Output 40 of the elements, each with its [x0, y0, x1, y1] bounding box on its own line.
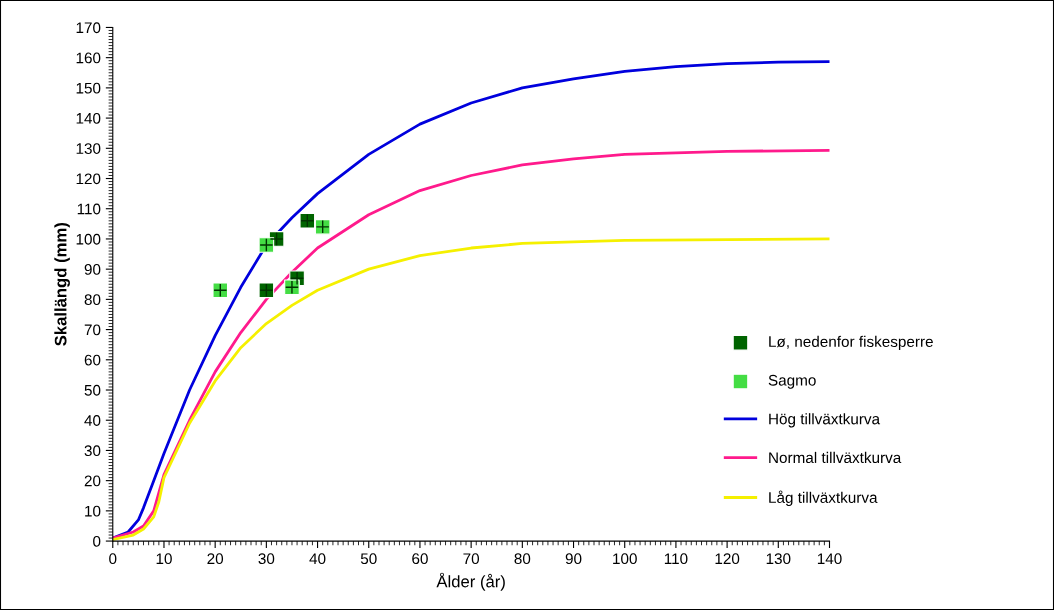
y-tick-label: 80: [84, 294, 101, 306]
y-axis-title: Skallängd (mm): [54, 223, 70, 346]
y-tick-label: 130: [76, 143, 101, 154]
x-tick-label: 140: [817, 553, 842, 565]
legend-label: Normal tillväxtkurva: [769, 451, 902, 464]
y-tick-label: 140: [76, 112, 101, 124]
x-tick-label: 100: [613, 553, 637, 565]
y-tick-label: 40: [84, 415, 101, 426]
x-tick-label: 110: [664, 553, 688, 565]
y-tick-label: 30: [84, 445, 101, 457]
y-tick-label: 20: [84, 475, 101, 487]
x-tick-label: 120: [715, 553, 740, 565]
x-tick-label: 60: [412, 553, 428, 565]
x-tick-label: 40: [309, 553, 326, 565]
legend-label: Hög tillväxtkurva: [769, 413, 881, 428]
y-tick-label: 10: [85, 505, 101, 517]
x-tick-label: 10: [156, 553, 172, 565]
x-tick-label: 30: [258, 553, 275, 565]
y-tick-label: 100: [76, 233, 101, 245]
legend-label: Sagmo: [768, 374, 816, 389]
y-tick-label: 90: [84, 264, 101, 275]
y-tick-label: 160: [76, 52, 101, 64]
x-tick-label: 70: [463, 553, 480, 565]
x-tick-label: 80: [514, 553, 531, 565]
legend-label: Lø, nedenfor fiskesperre: [769, 335, 933, 351]
x-tick-label: 0: [109, 553, 117, 565]
y-tick-label: 70: [84, 324, 101, 336]
x-tick-label: 50: [360, 553, 377, 565]
y-tick-label: 170: [76, 22, 101, 34]
y-tick-label: 150: [76, 82, 101, 94]
x-tick-label: 90: [565, 553, 582, 565]
x-tick-label: 130: [766, 553, 791, 565]
y-tick-label: 120: [76, 173, 101, 185]
x-tick-label: 20: [207, 553, 224, 565]
y-tick-label: 0: [93, 535, 101, 547]
y-tick-label: 110: [77, 203, 101, 215]
y-tick-label: 50: [84, 384, 101, 396]
y-tick-label: 60: [84, 354, 101, 366]
x-axis-title: Ålder (år): [436, 572, 505, 591]
legend-label: Låg tillväxtkurva: [769, 490, 878, 507]
